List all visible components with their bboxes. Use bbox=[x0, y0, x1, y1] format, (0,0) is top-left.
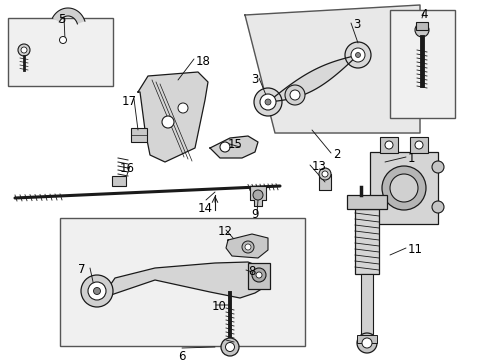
Circle shape bbox=[356, 333, 376, 353]
Circle shape bbox=[345, 42, 370, 68]
Circle shape bbox=[361, 338, 371, 348]
Circle shape bbox=[289, 90, 299, 100]
Text: 8: 8 bbox=[247, 265, 255, 278]
Text: 4: 4 bbox=[419, 8, 427, 21]
Circle shape bbox=[431, 201, 443, 213]
Circle shape bbox=[384, 141, 392, 149]
Text: 16: 16 bbox=[120, 162, 135, 175]
Text: 1: 1 bbox=[407, 152, 415, 165]
Text: 12: 12 bbox=[218, 225, 232, 238]
Bar bbox=[247, 263, 269, 289]
Text: 9: 9 bbox=[250, 208, 258, 221]
Polygon shape bbox=[244, 5, 419, 133]
Circle shape bbox=[431, 161, 443, 173]
Circle shape bbox=[350, 48, 364, 62]
Circle shape bbox=[18, 44, 30, 56]
Text: 5: 5 bbox=[58, 13, 65, 26]
Polygon shape bbox=[225, 234, 267, 258]
Bar bbox=[379, 137, 397, 153]
Circle shape bbox=[414, 23, 428, 37]
Bar bbox=[131, 128, 147, 142]
Text: 15: 15 bbox=[227, 138, 243, 151]
Circle shape bbox=[381, 166, 425, 210]
Circle shape bbox=[162, 116, 174, 128]
Bar bbox=[60, 218, 305, 346]
Bar bbox=[354, 209, 378, 274]
Polygon shape bbox=[318, 174, 330, 190]
Bar bbox=[8, 18, 113, 86]
Text: 17: 17 bbox=[122, 95, 137, 108]
Circle shape bbox=[321, 171, 327, 177]
Circle shape bbox=[389, 174, 417, 202]
Bar bbox=[369, 152, 437, 224]
Circle shape bbox=[256, 272, 262, 278]
Bar bbox=[112, 176, 126, 186]
Circle shape bbox=[251, 268, 265, 282]
Text: 10: 10 bbox=[212, 300, 226, 313]
Bar bbox=[415, 22, 427, 30]
Text: 7: 7 bbox=[78, 263, 85, 276]
Circle shape bbox=[88, 282, 106, 300]
Text: 14: 14 bbox=[198, 202, 213, 215]
Circle shape bbox=[93, 288, 101, 294]
Circle shape bbox=[285, 85, 305, 105]
Text: 6: 6 bbox=[178, 350, 185, 360]
Text: 3: 3 bbox=[250, 73, 258, 86]
Bar bbox=[346, 195, 386, 209]
Circle shape bbox=[264, 99, 270, 105]
Polygon shape bbox=[52, 8, 85, 24]
Circle shape bbox=[244, 244, 250, 250]
Bar bbox=[389, 10, 454, 118]
Polygon shape bbox=[138, 72, 207, 162]
Circle shape bbox=[318, 168, 330, 180]
Circle shape bbox=[355, 53, 360, 58]
Polygon shape bbox=[267, 55, 357, 102]
Polygon shape bbox=[209, 136, 258, 158]
Polygon shape bbox=[249, 186, 265, 206]
Circle shape bbox=[414, 141, 422, 149]
Circle shape bbox=[260, 94, 275, 110]
Circle shape bbox=[252, 190, 263, 200]
Bar bbox=[360, 274, 372, 334]
Circle shape bbox=[178, 103, 187, 113]
Text: 11: 11 bbox=[407, 243, 422, 256]
Circle shape bbox=[60, 36, 66, 44]
Text: 18: 18 bbox=[196, 55, 210, 68]
Text: 13: 13 bbox=[311, 160, 326, 173]
Circle shape bbox=[81, 275, 113, 307]
Circle shape bbox=[242, 241, 253, 253]
Circle shape bbox=[220, 142, 229, 152]
Circle shape bbox=[225, 342, 234, 351]
Circle shape bbox=[21, 47, 27, 53]
Text: 2: 2 bbox=[332, 148, 340, 161]
Circle shape bbox=[221, 338, 239, 356]
Circle shape bbox=[253, 88, 282, 116]
Bar bbox=[356, 335, 376, 343]
Text: 3: 3 bbox=[352, 18, 360, 31]
Bar bbox=[409, 137, 427, 153]
Polygon shape bbox=[100, 262, 267, 300]
